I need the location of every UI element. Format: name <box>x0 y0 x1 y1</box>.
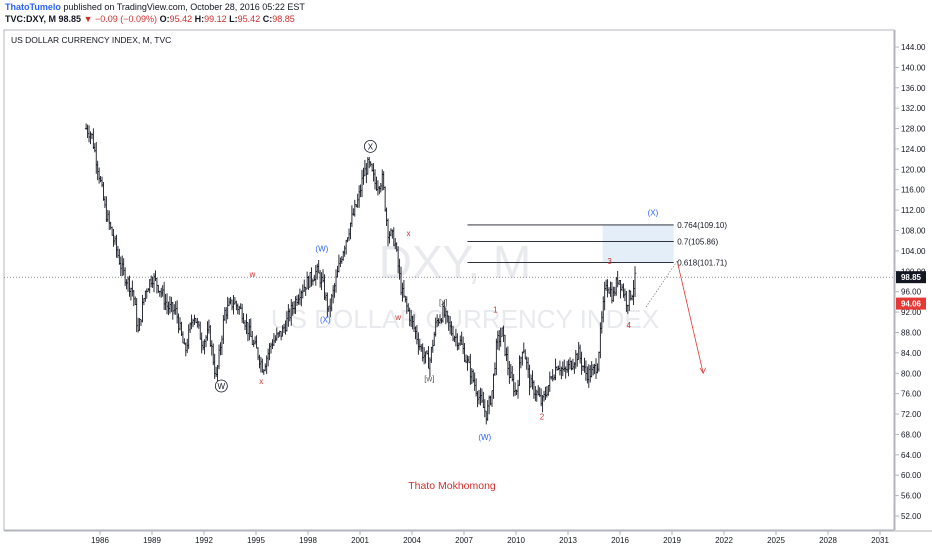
secondary-price-badge <box>896 297 926 310</box>
x-tick-label: 2001 <box>351 536 369 545</box>
y-tick-label: 116.00 <box>901 186 925 195</box>
y-tick-label: 52.00 <box>901 512 922 521</box>
low-value: 95.42 <box>237 14 261 24</box>
wave-label: (W) <box>315 244 328 253</box>
chart-title: US DOLLAR CURRENCY INDEX, M, TVC <box>11 35 171 45</box>
x-tick-label: 2013 <box>559 536 577 545</box>
y-tick-label: 56.00 <box>901 492 922 501</box>
high-label: H: <box>194 14 205 24</box>
wave-label: x <box>407 229 411 238</box>
change-value: −0.09 (−0.09%) <box>95 14 158 24</box>
down-arrow-icon: ▼ <box>83 14 93 24</box>
y-tick-label: 132.00 <box>901 104 926 113</box>
last-price: 98.85 <box>58 14 82 24</box>
x-tick-label: 2022 <box>715 536 733 545</box>
author-link[interactable]: ThatoTumelo <box>5 2 61 12</box>
wave-label-circle <box>363 140 377 153</box>
wave-label: X <box>368 142 374 151</box>
fib-level-label: 0.618(101.71) <box>677 259 727 268</box>
open-label: O: <box>159 14 170 24</box>
projection-down-line <box>676 261 704 374</box>
y-tick-label: 128.00 <box>901 125 926 134</box>
projection-arrow-icon <box>699 367 707 375</box>
chart-header: ThatoTumelo published on TradingView.com… <box>0 0 932 28</box>
publish-line: ThatoTumelo published on TradingView.com… <box>5 2 305 12</box>
fib-level-label: 0.7(105.86) <box>677 237 718 246</box>
y-tick-label: 68.00 <box>901 430 922 439</box>
chart-frame: DXY, M US DOLLAR CURRENCY INDEX 0.764(10… <box>0 28 932 550</box>
wave-label: (X) <box>320 316 331 325</box>
open-value: 95.42 <box>169 14 193 24</box>
y-tick-label: 108.00 <box>901 227 926 236</box>
x-tick-label: 2025 <box>767 536 785 545</box>
wave-label: 1 <box>493 306 498 315</box>
high-value: 99.12 <box>204 14 227 24</box>
y-tick-label: 124.00 <box>901 145 926 154</box>
symbol-label: TVC:DXY, M <box>5 14 57 24</box>
current-price-badge <box>896 271 926 284</box>
price-chart[interactable]: DXY, M US DOLLAR CURRENCY INDEX 0.764(10… <box>0 28 932 550</box>
published-text: published on TradingView.com, October 28… <box>63 2 305 12</box>
ohlc-line: TVC:DXY, M 98.85 ▼ −0.09 (−0.09%) O:95.4… <box>5 14 295 24</box>
wave-label: w <box>394 313 401 322</box>
y-tick-label: 80.00 <box>901 369 922 378</box>
watermark-symbol: DXY, M <box>379 236 532 288</box>
watermark-name: US DOLLAR CURRENCY INDEX <box>271 304 659 334</box>
wave-label: (X) <box>648 209 659 218</box>
wave-label: 4 <box>626 321 631 330</box>
target-zone <box>602 224 674 263</box>
x-tick-label: 1995 <box>247 536 265 545</box>
watermark: DXY, M US DOLLAR CURRENCY INDEX <box>271 236 659 334</box>
y-tick-label: 60.00 <box>901 471 922 480</box>
x-tick-label: 1986 <box>91 536 109 545</box>
wave-label: W <box>218 382 226 391</box>
y-tick-label: 96.00 <box>901 288 922 297</box>
x-tick-label: 1992 <box>195 536 213 545</box>
y-tick-label: 84.00 <box>901 349 922 358</box>
x-tick-label: 1989 <box>143 536 161 545</box>
y-tick-label: 92.00 <box>901 308 922 317</box>
wave-label: [w] <box>424 374 434 383</box>
y-tick-label: 144.00 <box>901 43 926 52</box>
secondary-price-label: 94.06 <box>901 300 922 309</box>
wave-label: [x] <box>439 298 447 307</box>
y-tick-label: 88.00 <box>901 328 922 337</box>
y-tick-label: 140.00 <box>901 63 926 72</box>
x-tick-label: 2004 <box>403 536 421 545</box>
x-tick-label: 2016 <box>611 536 629 545</box>
y-tick-label: 112.00 <box>901 206 925 215</box>
wave-label: 2 <box>540 413 545 422</box>
low-label: L: <box>229 14 238 24</box>
close-value: 98.85 <box>272 14 295 24</box>
x-tick-label: 2028 <box>819 536 837 545</box>
y-tick-label: 104.00 <box>901 247 926 256</box>
y-tick-label: 72.00 <box>901 410 922 419</box>
x-tick-label: 2031 <box>871 536 889 545</box>
wave-label: x <box>259 377 263 386</box>
wave-label: (W) <box>478 433 491 442</box>
y-tick-label: 64.00 <box>901 451 922 460</box>
y-tick-label: 136.00 <box>901 84 926 93</box>
x-tick-label: 2019 <box>663 536 681 545</box>
current-price-label: 98.85 <box>901 273 922 282</box>
wave-label-circle <box>214 379 228 393</box>
x-tick-label: 2010 <box>507 536 525 545</box>
fib-level-label: 0.764(109.10) <box>677 221 727 230</box>
wave-label: w <box>249 270 256 279</box>
y-tick-label: 76.00 <box>901 390 922 399</box>
x-tick-label: 1998 <box>299 536 317 545</box>
projection-up-line <box>645 260 678 308</box>
x-tick-label: 2007 <box>455 536 473 545</box>
y-tick-label: 120.00 <box>901 165 926 174</box>
close-label: C: <box>262 14 273 24</box>
signature-text: Thato Mokhomong <box>408 480 496 492</box>
wave-label: 3 <box>607 257 612 266</box>
